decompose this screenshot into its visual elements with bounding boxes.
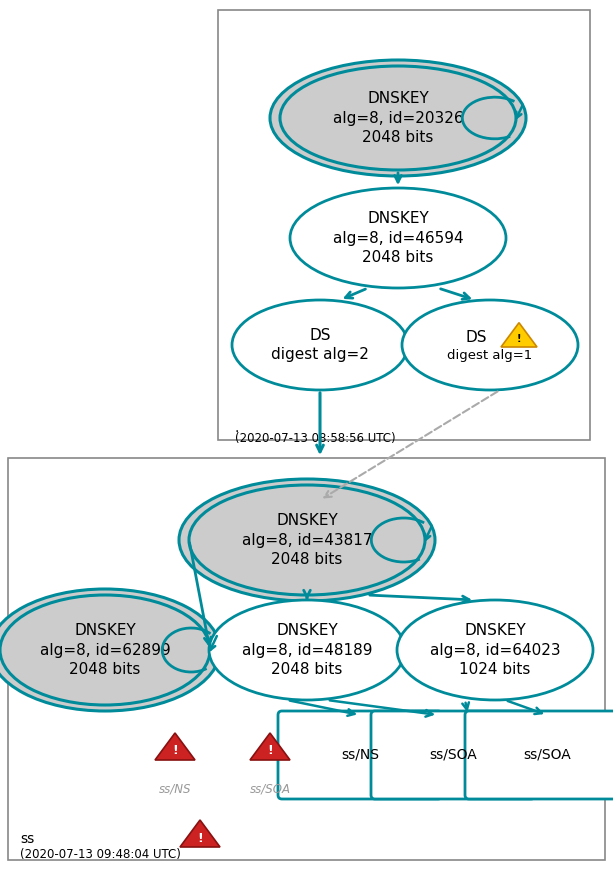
Text: DNSKEY
alg=8, id=20326
2048 bits: DNSKEY alg=8, id=20326 2048 bits: [333, 92, 463, 145]
Text: DNSKEY
alg=8, id=48189
2048 bits: DNSKEY alg=8, id=48189 2048 bits: [242, 623, 372, 677]
Text: ss/SOA: ss/SOA: [523, 748, 571, 762]
Polygon shape: [501, 323, 537, 347]
Text: !: !: [267, 744, 273, 757]
Ellipse shape: [189, 485, 425, 595]
Text: ss/SOA: ss/SOA: [249, 782, 291, 795]
FancyBboxPatch shape: [371, 711, 535, 799]
Ellipse shape: [0, 595, 210, 705]
Text: ss/NS: ss/NS: [341, 748, 379, 762]
Text: ss/SOA: ss/SOA: [429, 748, 477, 762]
Polygon shape: [250, 733, 290, 760]
FancyBboxPatch shape: [465, 711, 613, 799]
Polygon shape: [180, 820, 220, 847]
Bar: [8, 458, 605, 860]
Ellipse shape: [270, 60, 526, 176]
Text: (2020-07-13 09:48:04 UTC): (2020-07-13 09:48:04 UTC): [20, 848, 181, 861]
Ellipse shape: [280, 66, 516, 170]
Ellipse shape: [232, 300, 408, 390]
Text: digest alg=1: digest alg=1: [447, 348, 533, 362]
Text: !: !: [172, 744, 178, 757]
Text: DS
digest alg=2: DS digest alg=2: [271, 328, 369, 362]
Text: DNSKEY
alg=8, id=46594
2048 bits: DNSKEY alg=8, id=46594 2048 bits: [333, 212, 463, 265]
Text: ss: ss: [20, 832, 34, 846]
Text: !: !: [517, 334, 521, 344]
Text: !: !: [197, 831, 203, 845]
Bar: [218, 10, 590, 440]
Text: DNSKEY
alg=8, id=62899
2048 bits: DNSKEY alg=8, id=62899 2048 bits: [40, 623, 170, 677]
Ellipse shape: [290, 188, 506, 288]
Text: DNSKEY
alg=8, id=64023
1024 bits: DNSKEY alg=8, id=64023 1024 bits: [430, 623, 560, 677]
Text: DS: DS: [465, 330, 487, 345]
Ellipse shape: [397, 600, 593, 700]
Ellipse shape: [402, 300, 578, 390]
Ellipse shape: [0, 589, 220, 711]
Text: ss/NS: ss/NS: [159, 782, 191, 795]
Polygon shape: [155, 733, 195, 760]
Text: .: .: [235, 421, 239, 435]
FancyBboxPatch shape: [278, 711, 442, 799]
Ellipse shape: [179, 479, 435, 601]
Ellipse shape: [209, 600, 405, 700]
Text: DNSKEY
alg=8, id=43817
2048 bits: DNSKEY alg=8, id=43817 2048 bits: [242, 513, 372, 566]
Text: (2020-07-13 08:58:56 UTC): (2020-07-13 08:58:56 UTC): [235, 432, 395, 445]
